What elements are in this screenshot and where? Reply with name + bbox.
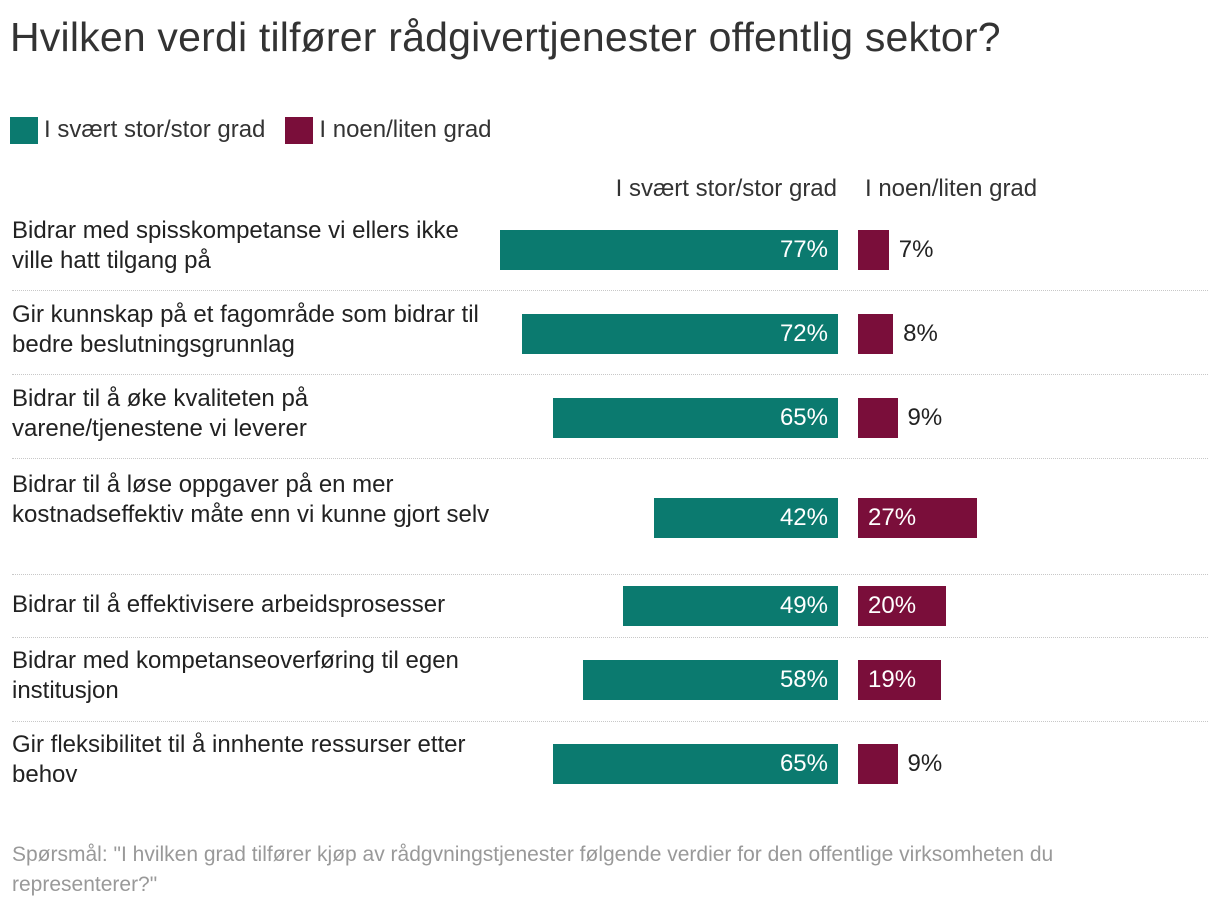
bar-high: 72% [521,314,838,354]
row-divider [12,721,1208,722]
bar-high: 49% [622,586,838,626]
row-divider [12,458,1208,459]
legend-item-high: I svært stor/stor grad [10,116,265,144]
bar-low: 20% [858,586,946,626]
category-label: Bidrar til å effektivisere arbeidsproses… [12,591,446,618]
data-label-low: 20% [868,592,917,619]
bar-high: 65% [552,398,838,438]
bar-high: 42% [653,498,838,538]
column-header-low: I noen/liten grad [865,175,1038,202]
legend-label-high: I svært stor/stor grad [44,116,266,143]
legend: I svært stor/stor grad I noen/liten grad [10,116,512,144]
bar-low: 27% [858,498,977,538]
category-label: Bidrar til å øke kvaliteten på varene/tj… [12,385,309,442]
bar-low [858,230,889,270]
data-label-high: 65% [779,750,828,777]
row-divider [12,637,1208,638]
data-label-high: 72% [779,320,828,347]
bar-low: 19% [858,660,942,700]
question-note: Spørsmål: "I hvilken grad tilfører kjøp … [12,843,1054,896]
category-label: Bidrar til å løse oppgaver på en mer kos… [12,471,490,528]
bar-low [858,314,894,354]
category-label: Gir fleksibilitet til å innhente ressurs… [12,731,466,788]
legend-swatch-high [10,116,38,144]
legend-label-low: I noen/liten grad [319,116,492,143]
column-header-high: I svært stor/stor grad [615,175,837,202]
legend-item-low: I noen/liten grad [285,116,492,144]
data-label-high: 65% [779,404,828,431]
chart-title: Hvilken verdi tilfører rådgivertjenester… [10,14,1001,60]
data-label-high: 42% [779,504,828,531]
data-label-high: 77% [779,236,828,263]
bar-low [858,398,898,438]
category-label: Bidrar med spisskompetanse vi ellers ikk… [12,217,459,274]
data-label-low: 19% [868,666,917,693]
data-label-low: 8% [903,320,938,347]
row-divider [12,374,1208,375]
category-label: Bidrar med kompetanseoverføring til egen… [12,647,459,704]
data-label-low: 9% [907,404,943,431]
row-divider [12,574,1208,575]
row-divider [12,290,1208,291]
legend-swatch-low [285,116,314,144]
data-label-high: 49% [779,592,828,619]
data-label-low: 27% [868,504,917,531]
bar-high: 58% [583,660,838,700]
bar-high: 65% [552,744,838,784]
data-label-high: 58% [779,666,828,693]
category-label: Gir kunnskap på et fagområde som bidrar … [12,301,479,358]
data-label-low: 9% [907,750,943,777]
bar-high: 77% [499,230,838,270]
data-label-low: 7% [898,236,934,263]
bar-low [858,744,898,784]
